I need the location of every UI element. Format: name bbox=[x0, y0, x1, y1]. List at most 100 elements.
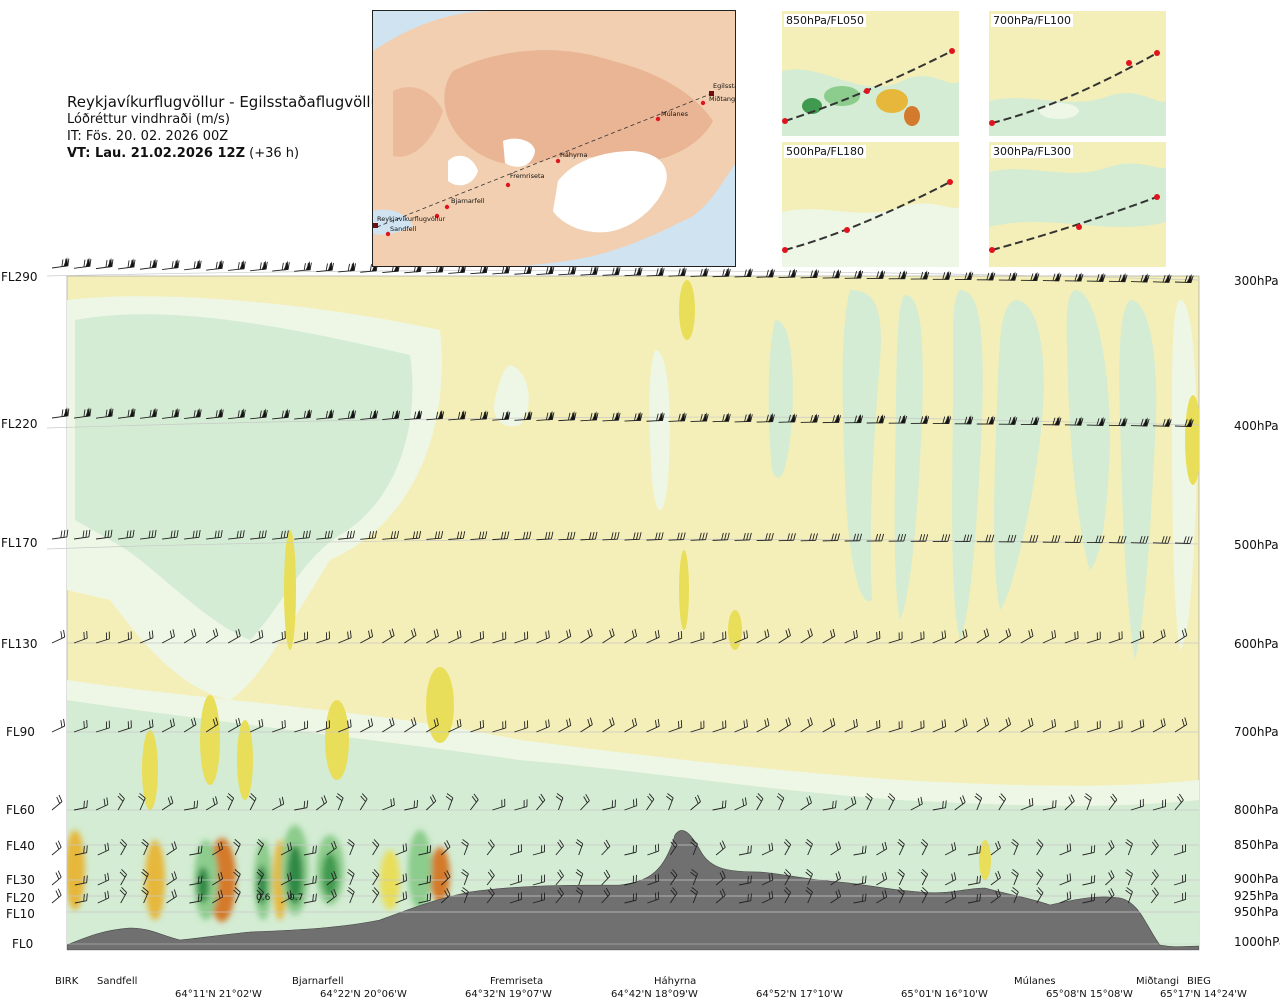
wind-barb bbox=[888, 638, 903, 644]
wind-barb-feather bbox=[193, 628, 197, 636]
wind-barb bbox=[578, 891, 584, 904]
pressure-label: 1000hPa bbox=[1234, 935, 1280, 949]
wind-barb-feather bbox=[991, 534, 995, 542]
wind-barb bbox=[1152, 806, 1166, 811]
wind-barb-feather bbox=[261, 718, 264, 727]
wind-barb bbox=[303, 900, 316, 904]
downdraft-columns-right bbox=[768, 290, 1157, 660]
wind-barb bbox=[1036, 892, 1044, 904]
wind-barb-feather bbox=[393, 531, 397, 539]
fl-label: FL60 bbox=[6, 803, 35, 817]
wind-barb bbox=[447, 797, 454, 811]
wind-barb-feather bbox=[348, 887, 355, 893]
wind-barb-feather bbox=[1011, 889, 1018, 896]
wind-barb-feather bbox=[1028, 719, 1031, 727]
downdraft-columns-near-zero bbox=[494, 300, 1197, 650]
wind-barb-feather bbox=[107, 530, 110, 538]
wind-barb-feather bbox=[462, 869, 469, 875]
wind-barb-feather bbox=[446, 870, 451, 877]
wind-barb-feather bbox=[690, 889, 697, 895]
wind-barb bbox=[257, 892, 264, 904]
wind-barb-feather bbox=[256, 889, 263, 896]
thumbnail-label: 300hPa/FL300 bbox=[991, 145, 1074, 158]
wind-barb-feather bbox=[691, 887, 698, 893]
wind-barb-feather bbox=[979, 875, 981, 883]
wind-barb-feather bbox=[487, 889, 493, 897]
wind-barb-feather bbox=[922, 534, 926, 542]
wind-barb-feather bbox=[1108, 842, 1113, 850]
wind-barb-pennant bbox=[1098, 272, 1104, 282]
wind-barb-feather bbox=[312, 894, 314, 902]
thumbnail-300-drawing bbox=[989, 142, 1166, 267]
wind-barb bbox=[73, 637, 88, 644]
wind-barb-feather bbox=[256, 841, 263, 848]
wind-barb bbox=[1086, 797, 1092, 811]
wind-barb-pennant bbox=[943, 414, 950, 425]
wind-barb bbox=[272, 726, 286, 733]
wind-barb-feather bbox=[237, 262, 240, 270]
wind-barb bbox=[463, 891, 469, 904]
wind-barb bbox=[690, 727, 705, 733]
wind-barb-pennant bbox=[1076, 272, 1082, 282]
wind-barb bbox=[822, 635, 836, 644]
wind-barb-feather bbox=[697, 794, 701, 802]
wind-barb-feather bbox=[953, 872, 957, 880]
wind-barb-feather bbox=[1074, 273, 1078, 282]
wind-barb bbox=[668, 637, 682, 644]
wind-barb-feather bbox=[249, 795, 256, 802]
wind-barb-feather bbox=[412, 531, 416, 539]
wind-barb bbox=[161, 802, 174, 811]
wind-barb-feather bbox=[227, 793, 234, 799]
wind-barb-feather bbox=[979, 893, 981, 901]
wind-barb bbox=[756, 724, 770, 733]
thumbnail-850hpa[interactable]: 850hPa/FL050 bbox=[782, 11, 959, 136]
wind-barb-feather bbox=[487, 841, 493, 849]
wind-barb bbox=[97, 849, 109, 856]
wind-barb-feather bbox=[456, 631, 459, 639]
wind-barb-feather bbox=[837, 871, 842, 879]
wind-barb-feather bbox=[677, 532, 680, 540]
wind-barb-pennant bbox=[899, 269, 906, 280]
wind-barb-feather bbox=[215, 628, 219, 636]
wind-barb-feather bbox=[391, 628, 395, 636]
wind-barb-feather bbox=[173, 841, 177, 849]
wind-barb-feather bbox=[374, 530, 377, 539]
wind-barb-feather bbox=[743, 720, 746, 728]
wind-barb bbox=[976, 724, 989, 733]
wind-barb-feather bbox=[897, 841, 904, 848]
wind-barb bbox=[514, 727, 528, 733]
wind-barb bbox=[372, 892, 380, 904]
wind-barb bbox=[280, 897, 292, 904]
annotation-value-1: 0.6 bbox=[256, 893, 271, 903]
wind-barb-pennant bbox=[151, 258, 157, 269]
wind-barb bbox=[212, 848, 223, 856]
wind-barb-feather bbox=[226, 795, 233, 802]
wind-barb bbox=[470, 799, 479, 811]
wind-barb-feather bbox=[1029, 534, 1033, 543]
wind-barb-feather bbox=[523, 266, 527, 274]
wind-barb bbox=[921, 844, 929, 856]
wind-barb-feather bbox=[747, 893, 749, 902]
route-map: Egilsstaðir Miðtangi Múlanes Háhyrna Fre… bbox=[372, 10, 736, 267]
thumbnail-700hpa[interactable]: 700hPa/FL100 bbox=[989, 11, 1166, 136]
wind-barb-feather bbox=[305, 530, 308, 539]
wind-barb-feather bbox=[333, 870, 337, 878]
thumbnail-300hpa[interactable]: 300hPa/FL300 bbox=[989, 142, 1166, 267]
wind-barb-feather bbox=[1079, 535, 1083, 543]
wind-barb-feather bbox=[56, 796, 61, 804]
wind-barb-feather bbox=[962, 795, 966, 803]
wind-barb-feather bbox=[788, 414, 791, 423]
wind-barb bbox=[668, 726, 682, 733]
wind-barb-pennant bbox=[966, 415, 972, 425]
thumbnail-500hpa[interactable]: 500hPa/FL180 bbox=[782, 142, 959, 267]
wind-barb bbox=[532, 899, 545, 904]
wind-barb bbox=[647, 898, 659, 904]
wind-barb-feather bbox=[445, 795, 453, 801]
wind-barb bbox=[578, 873, 584, 886]
x-coordinate-label: 64°22'N 20°06'W bbox=[320, 989, 407, 1000]
wind-barb-feather bbox=[220, 871, 224, 880]
wind-barb-feather bbox=[837, 841, 842, 849]
wind-barb-feather bbox=[200, 875, 203, 883]
wind-barb-feather bbox=[768, 843, 771, 852]
wind-barb bbox=[205, 635, 219, 644]
